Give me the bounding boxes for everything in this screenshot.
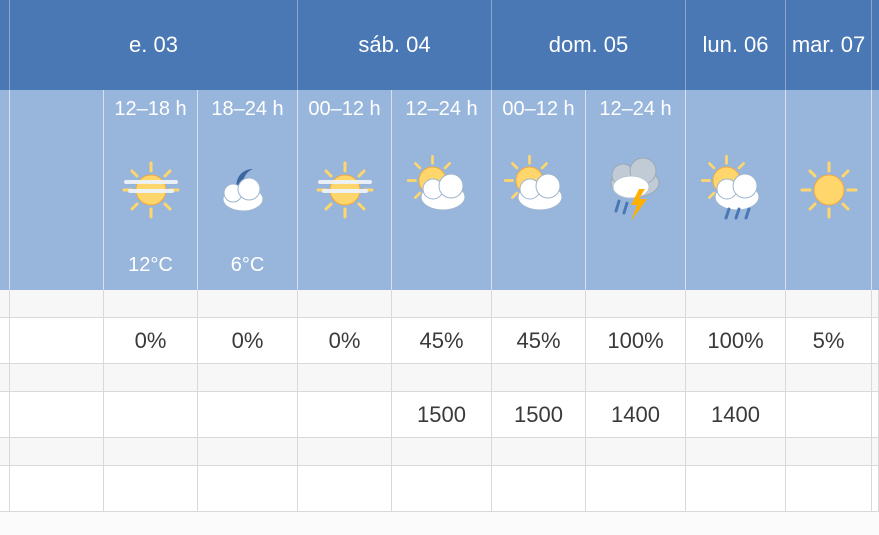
forecast-cell: 12–18 h 12°C <box>104 90 198 290</box>
day-header: mar. 07 <box>786 0 872 90</box>
sun-cloud-rain-icon <box>686 126 785 254</box>
data-section: 0%0%0%45%45%100%100%5% 1500150014001400 <box>0 290 879 535</box>
precip-value: 45% <box>492 318 586 364</box>
sun-fog-icon <box>104 126 197 254</box>
altitude-value: 1400 <box>586 392 686 438</box>
temperature-label: 12°C <box>128 254 173 280</box>
forecast-cell: 12–24 h <box>586 90 686 290</box>
forecast-row: 12–18 h 12°C 18–24 h 6°C 00–12 h 12–24 h 00–12… <box>0 90 879 290</box>
altitude-value <box>10 392 104 438</box>
sun-cloud-icon <box>492 126 585 254</box>
precip-row: 0%0%0%45%45%100%100%5% <box>0 318 879 364</box>
timeband-label: 12–18 h <box>114 98 186 126</box>
day-header-row: e. 03sáb. 04dom. 05lun. 06mar. 07 <box>0 0 879 90</box>
sun-fog-icon <box>298 126 391 254</box>
precip-value: 0% <box>198 318 298 364</box>
day-header: e. 03 <box>10 0 298 90</box>
timeband-label: 12–24 h <box>599 98 671 126</box>
altitude-value: 1400 <box>686 392 786 438</box>
precip-value: 100% <box>686 318 786 364</box>
forecast-cell <box>10 90 104 290</box>
sun-cloud-icon <box>392 126 491 254</box>
altitude-value <box>786 392 872 438</box>
blank-icon <box>10 126 103 254</box>
altitude-value: 1500 <box>392 392 492 438</box>
precip-value: 0% <box>298 318 392 364</box>
precip-value: 45% <box>392 318 492 364</box>
timeband-label: 00–12 h <box>502 98 574 126</box>
precip-value <box>10 318 104 364</box>
forecast-cell: 00–12 h <box>492 90 586 290</box>
altitude-value <box>298 392 392 438</box>
forecast-cell: 00–12 h <box>298 90 392 290</box>
forecast-cell <box>686 90 786 290</box>
timeband-label: 00–12 h <box>308 98 380 126</box>
altitude-value <box>198 392 298 438</box>
precip-value: 5% <box>786 318 872 364</box>
sun-icon <box>786 126 871 254</box>
altitude-value: 1500 <box>492 392 586 438</box>
forecast-cell <box>786 90 872 290</box>
extra-row <box>0 466 879 512</box>
altitude-value <box>104 392 198 438</box>
timeband-label: 12–24 h <box>405 98 477 126</box>
moon-cloud-icon <box>198 126 297 254</box>
storm-icon <box>586 126 685 254</box>
altitude-row: 1500150014001400 <box>0 392 879 438</box>
forecast-cell: 12–24 h <box>392 90 492 290</box>
timeband-label: 18–24 h <box>211 98 283 126</box>
forecast-cell: 18–24 h 6°C <box>198 90 298 290</box>
precip-value: 100% <box>586 318 686 364</box>
day-header: sáb. 04 <box>298 0 492 90</box>
day-header: lun. 06 <box>686 0 786 90</box>
precip-value: 0% <box>104 318 198 364</box>
temperature-label: 6°C <box>231 254 265 280</box>
day-header: dom. 05 <box>492 0 686 90</box>
